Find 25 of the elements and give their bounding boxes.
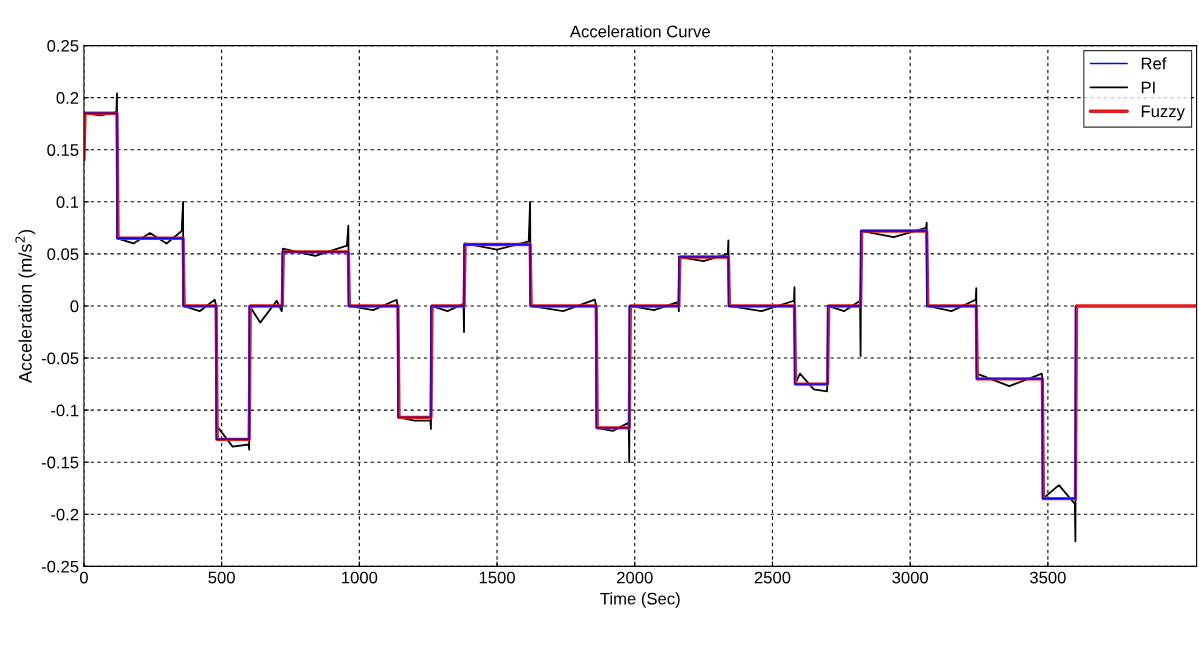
x-tick-label: 1500 <box>479 571 515 584</box>
x-tick-label: 500 <box>208 571 235 584</box>
y-tick-label: 0 <box>70 300 79 313</box>
y-tick-label: -0.05 <box>41 352 79 365</box>
y-tick-label: -0.2 <box>51 508 79 521</box>
y-tick-label: 0.2 <box>56 92 79 104</box>
x-tick-label: 3500 <box>1029 571 1066 584</box>
y-tick-label: 0.1 <box>56 196 79 209</box>
x-axis-title: Time (Sec) <box>600 592 680 608</box>
x-tick-label: 1000 <box>342 571 378 584</box>
chart-title: Acceleration Curve <box>569 25 710 38</box>
y-axis-title: Acceleration (m/s$^{2}$) <box>15 230 36 384</box>
x-tick-label: 2500 <box>754 571 791 584</box>
x-tick-label: 3000 <box>892 571 929 584</box>
y-tick-label: 0.05 <box>47 248 79 261</box>
y-tick-label: -0.25 <box>41 560 79 573</box>
y-tick-label: -0.1 <box>51 404 79 417</box>
legend-label: PI <box>1141 81 1155 94</box>
x-tick-label: 0 <box>79 571 88 584</box>
y-tick-label: -0.15 <box>41 456 79 469</box>
y-tick-label: 0.25 <box>47 39 79 52</box>
legend-label: Ref <box>1141 57 1167 70</box>
x-tick-label: 2000 <box>617 571 653 584</box>
y-tick-label: 0.15 <box>47 144 79 156</box>
legend-label: Fuzzy <box>1141 105 1185 121</box>
